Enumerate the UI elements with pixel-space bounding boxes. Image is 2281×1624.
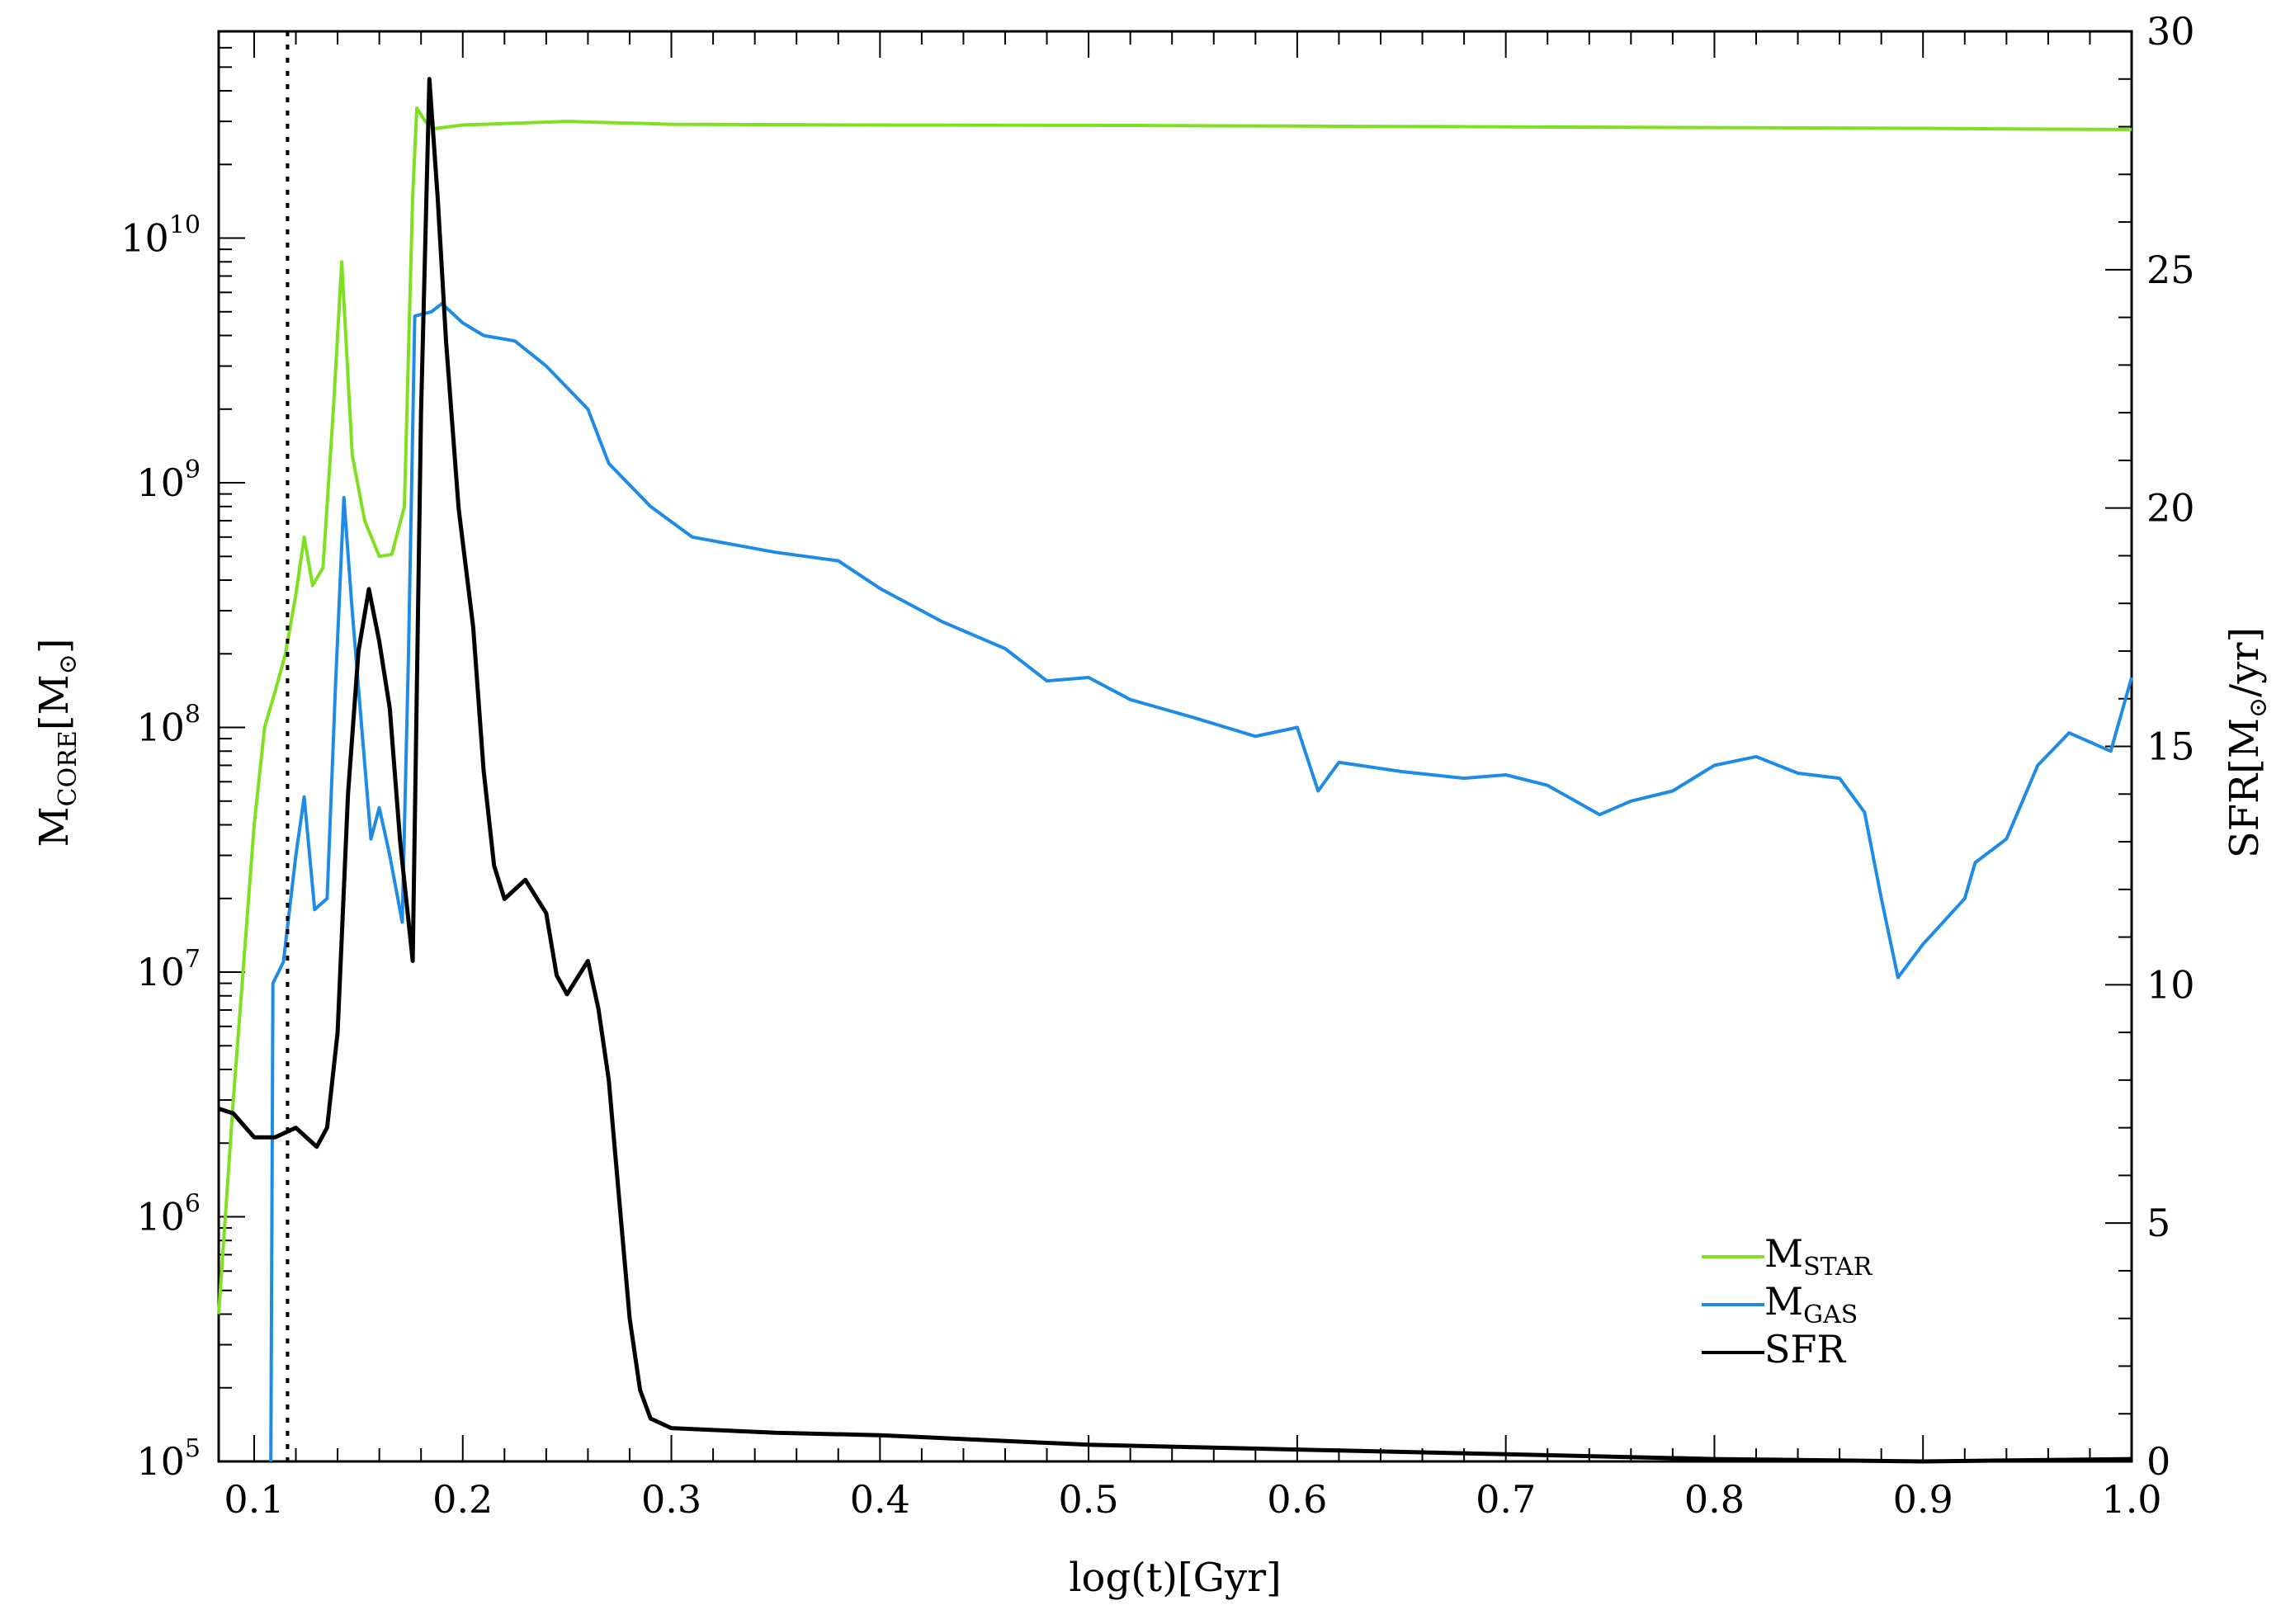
series-line-2 [269, 301, 2133, 1462]
x-tick-label: 0.2 [432, 1477, 493, 1522]
left-y-tick-label: 1010 [120, 211, 201, 261]
svg-text:MCORE[M⊙]: MCORE[M⊙] [31, 639, 83, 847]
right-y-tick-label: 25 [2146, 248, 2195, 292]
left-y-axis-title: MCORE[M⊙] [31, 639, 83, 847]
right-y-tick-labels: 0 5 10 15 20 25 30 [2146, 9, 2195, 1484]
right-y-tick-label: 15 [2146, 725, 2195, 769]
x-tick-label: 0.9 [1893, 1477, 1953, 1522]
x-tick-label: 0.5 [1059, 1477, 1119, 1522]
axis-ticks [219, 31, 2132, 1462]
right-y-axis-title: SFR[M⊙/yr] [2222, 627, 2273, 858]
legend-label: SFR [1764, 1327, 1846, 1371]
left-y-tick-label: 109 [136, 456, 201, 505]
legend-label: MGAS [1764, 1279, 1858, 1329]
x-axis-title: log(t)[Gyr] [1069, 1555, 1282, 1601]
series-layer [217, 77, 2133, 1464]
svg-text:SFR[M⊙/yr]: SFR[M⊙/yr] [2222, 627, 2273, 858]
x-tick-label: 1.0 [2101, 1477, 2161, 1522]
x-tick-label: 0.3 [641, 1477, 701, 1522]
series-line-3 [218, 77, 2132, 1464]
left-y-tick-label: 107 [136, 945, 201, 994]
plot-frame [217, 30, 2133, 1463]
x-tick-label: 0.4 [850, 1477, 910, 1522]
right-y-tick-label: 0 [2146, 1439, 2170, 1484]
left-y-tick-label: 108 [136, 701, 201, 750]
right-y-tick-label: 20 [2146, 486, 2195, 531]
x-tick-label: 0.7 [1476, 1477, 1536, 1522]
legend-label: MSTAR [1764, 1231, 1873, 1282]
left-y-tick-label: 105 [136, 1434, 201, 1484]
series-line-1 [217, 106, 2132, 1315]
right-y-tick-label: 10 [2146, 962, 2195, 1007]
right-y-tick-label: 5 [2146, 1201, 2170, 1245]
left-y-tick-label: 106 [136, 1190, 201, 1239]
right-y-tick-label: 30 [2146, 9, 2195, 54]
x-tick-label: 0.1 [224, 1477, 284, 1522]
left-y-tick-labels: 105 106 107 108 109 1010 [120, 211, 201, 1484]
x-tick-label: 0.8 [1684, 1477, 1745, 1522]
x-tick-label: 0.6 [1267, 1477, 1327, 1522]
x-tick-labels: 0.1 0.2 0.3 0.4 0.5 0.6 0.7 0.8 0.9 1.0 [224, 1477, 2161, 1522]
